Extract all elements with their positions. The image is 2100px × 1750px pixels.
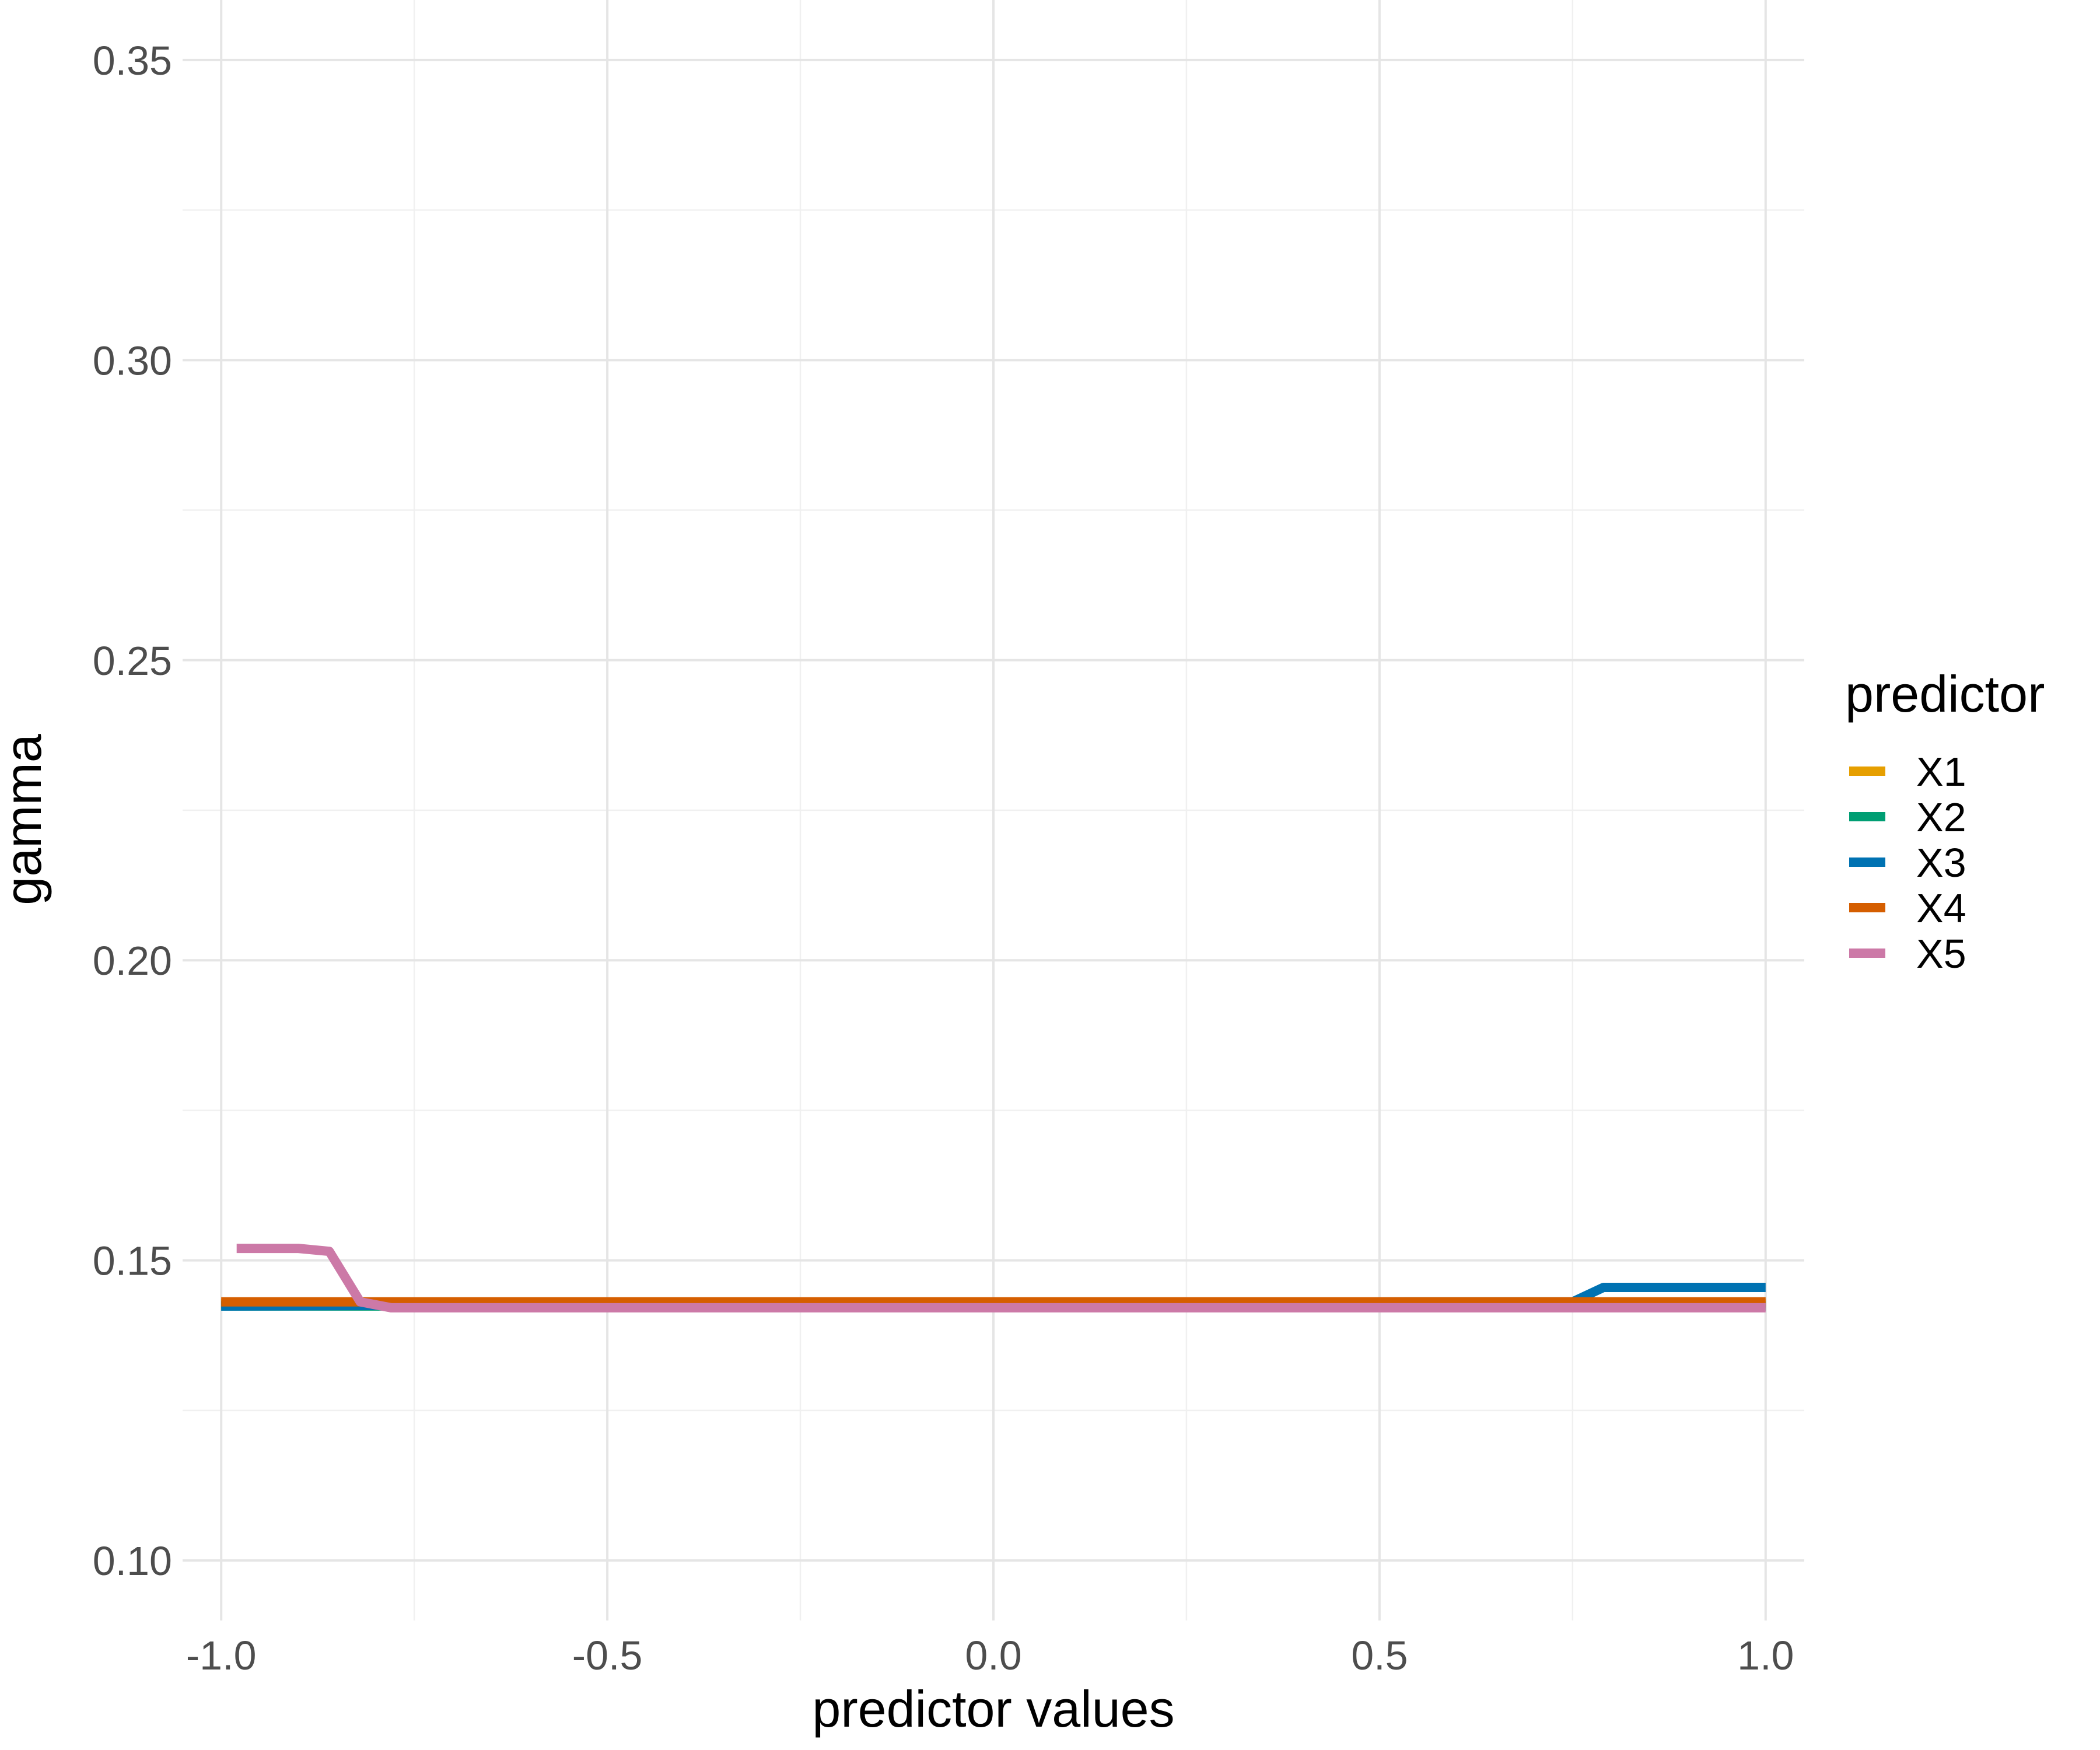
y-tick-label: 0.10 (93, 1538, 172, 1584)
y-tick-label: 0.30 (93, 338, 172, 383)
legend-label-x2: X2 (1916, 794, 1966, 840)
legend-label-x3: X3 (1916, 840, 1966, 886)
series-line-x5 (236, 1244, 1766, 1312)
x-axis-title: predictor values (812, 1680, 1174, 1738)
legend-label-x4: X4 (1916, 886, 1966, 931)
x-tick-label: 0.5 (1351, 1633, 1408, 1678)
legend-label-x5: X5 (1916, 931, 1966, 977)
series-lines (221, 1244, 1766, 1312)
x-tick-label: 1.0 (1737, 1633, 1794, 1678)
x-tick-label: -0.5 (572, 1633, 643, 1678)
x-tick-label: 0.0 (965, 1633, 1021, 1678)
y-tick-label: 0.20 (93, 938, 172, 984)
x-tick-label: -1.0 (186, 1633, 257, 1678)
grid (183, 0, 1804, 1620)
y-axis-ticks: 0.10 0.15 0.20 0.25 0.30 0.35 (93, 38, 172, 1584)
legend-title: predictor (1845, 665, 2045, 723)
x-axis-ticks: -1.0 -0.5 0.0 0.5 1.0 (186, 1633, 1794, 1678)
y-tick-label: 0.35 (93, 38, 172, 83)
y-axis-title: gamma (0, 734, 52, 905)
y-tick-label: 0.15 (93, 1238, 172, 1284)
legend-label-x1: X1 (1916, 749, 1966, 794)
y-tick-label: 0.25 (93, 638, 172, 684)
